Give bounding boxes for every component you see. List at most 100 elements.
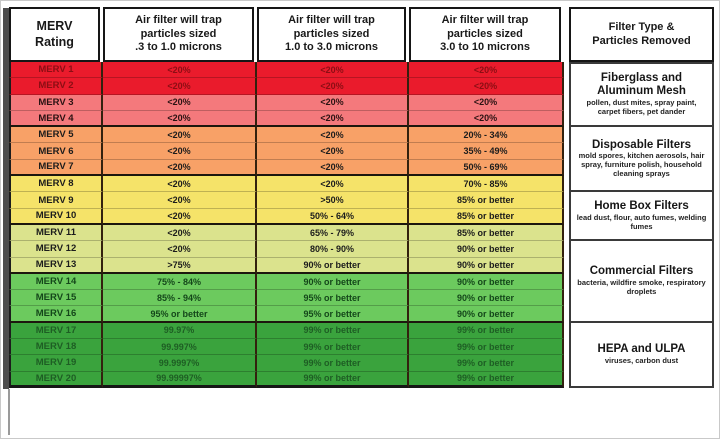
filter-type-box: Fiberglass and Aluminum Mesh pollen, dust… — [569, 62, 714, 128]
efficiency-cell: 99.9997% — [103, 355, 257, 372]
column-header-microns-03-10: Air filter will trap particles sized .3 … — [103, 7, 254, 62]
efficiency-cell: 90% or better — [409, 257, 564, 274]
column-header-merv-rating: MERV Rating — [9, 7, 100, 62]
merv-rating-cell: MERV 16 — [9, 306, 103, 323]
table-left-border-tail — [8, 389, 10, 435]
efficiency-cell: 80% - 90% — [257, 241, 409, 258]
efficiency-cell: >50% — [257, 192, 409, 209]
merv-rating-cell: MERV 9 — [9, 192, 103, 209]
efficiency-cell: 90% or better — [257, 273, 409, 291]
efficiency-cell: <20% — [257, 62, 409, 79]
merv-rating-cell: MERV 17 — [9, 322, 103, 340]
efficiency-cell: <20% — [103, 110, 257, 128]
merv-rating-cell: MERV 3 — [9, 94, 103, 111]
efficiency-cell: <20% — [257, 110, 409, 128]
merv-rating-cell: MERV 20 — [9, 371, 103, 388]
merv-rating-cell: MERV 1 — [9, 62, 103, 79]
efficiency-cell: 99% or better — [257, 339, 409, 356]
efficiency-cell: <20% — [257, 143, 409, 160]
merv-rating-cell: MERV 18 — [9, 339, 103, 356]
efficiency-cell: <20% — [103, 159, 257, 177]
column-header-microns-30-100: Air filter will trap particles sized 3.0… — [409, 7, 561, 62]
efficiency-cell: <20% — [409, 78, 564, 95]
efficiency-cell: 95% or better — [257, 306, 409, 323]
efficiency-cell: 50% - 64% — [257, 208, 409, 225]
efficiency-cell: <20% — [257, 159, 409, 177]
efficiency-cell: <20% — [103, 224, 257, 242]
efficiency-cell: 85% - 94% — [103, 290, 257, 307]
efficiency-cell: 95% or better — [103, 306, 257, 323]
efficiency-cell: 95% or better — [257, 290, 409, 307]
efficiency-cell: 35% - 49% — [409, 143, 564, 160]
merv-rating-cell: MERV 8 — [9, 176, 103, 193]
efficiency-cell: 85% or better — [409, 192, 564, 209]
merv-table: MERV Rating Air filter will trap particl… — [9, 7, 714, 388]
filter-type-title: HEPA and ULPA — [597, 342, 686, 355]
filter-type-title: Home Box Filters — [594, 200, 689, 213]
efficiency-cell: <20% — [257, 176, 409, 193]
filter-particles-text: pollen, dust mites, spray paint, carpet … — [586, 98, 697, 116]
merv-rating-cell: MERV 14 — [9, 273, 103, 291]
filter-type-box: HEPA and ULPA viruses, carbon dust — [569, 320, 714, 388]
efficiency-cell: <20% — [257, 78, 409, 95]
filter-type-title: Fiberglass and Aluminum Mesh — [597, 72, 686, 98]
filter-particles-text: viruses, carbon dust — [604, 355, 679, 365]
efficiency-cell: <20% — [409, 94, 564, 111]
efficiency-cell: 75% - 84% — [103, 273, 257, 291]
efficiency-cell: <20% — [409, 62, 564, 79]
merv-rating-cell: MERV 15 — [9, 290, 103, 307]
efficiency-cell: <20% — [103, 62, 257, 79]
efficiency-cell: <20% — [103, 127, 257, 144]
filter-type-box: Home Box Filters lead dust, flour, auto f… — [569, 190, 714, 242]
merv-rating-cell: MERV 4 — [9, 110, 103, 128]
column-header-filter-type: Filter Type & Particles Removed — [569, 7, 714, 62]
filter-type-box: Commercial Filters bacteria, wildfire smo… — [569, 239, 714, 323]
efficiency-cell: 99% or better — [409, 355, 564, 372]
filter-type-title: Disposable Filters — [591, 138, 692, 151]
efficiency-cell: <20% — [257, 94, 409, 111]
efficiency-cell: <20% — [103, 192, 257, 209]
efficiency-cell: >75% — [103, 257, 257, 274]
filter-particles-text: lead dust, flour, auto fumes, welding fu… — [576, 212, 707, 231]
efficiency-cell: 99.997% — [103, 339, 257, 356]
filter-type-box: Disposable Filters mold spores, kitchen a… — [569, 125, 714, 193]
efficiency-cell: 90% or better — [409, 273, 564, 291]
efficiency-cell: 85% or better — [409, 224, 564, 242]
efficiency-cell: 50% - 69% — [409, 159, 564, 177]
efficiency-cell: 99% or better — [409, 371, 564, 388]
efficiency-cell: <20% — [103, 143, 257, 160]
merv-rating-cell: MERV 13 — [9, 257, 103, 274]
efficiency-cell: 90% or better — [409, 306, 564, 323]
efficiency-cell: 99% or better — [257, 371, 409, 388]
efficiency-cell: 20% - 34% — [409, 127, 564, 144]
filter-particles-text: mold spores, kitchen aerosols, hair spra… — [578, 151, 705, 179]
merv-rating-cell: MERV 6 — [9, 143, 103, 160]
merv-rating-cell: MERV 5 — [9, 127, 103, 144]
efficiency-cell: <20% — [257, 127, 409, 144]
efficiency-cell: 90% or better — [409, 241, 564, 258]
efficiency-cell: 99% or better — [409, 339, 564, 356]
efficiency-cell: <20% — [103, 78, 257, 95]
filter-type-title: Commercial Filters — [589, 265, 694, 278]
efficiency-cell: 90% or better — [257, 257, 409, 274]
filter-particles-text: bacteria, wildfire smoke, respiratory dr… — [577, 278, 706, 296]
efficiency-cell: 99.97% — [103, 322, 257, 340]
efficiency-cell: <20% — [103, 208, 257, 225]
efficiency-cell: 99% or better — [409, 322, 564, 340]
efficiency-cell: 99% or better — [257, 355, 409, 372]
efficiency-cell: 85% or better — [409, 208, 564, 225]
merv-rating-cell: MERV 19 — [9, 355, 103, 372]
efficiency-cell: 99.99997% — [103, 371, 257, 388]
merv-rating-cell: MERV 11 — [9, 224, 103, 242]
merv-rating-cell: MERV 2 — [9, 78, 103, 95]
merv-rating-cell: MERV 12 — [9, 241, 103, 258]
efficiency-cell: <20% — [103, 241, 257, 258]
efficiency-cell: 99% or better — [257, 322, 409, 340]
efficiency-cell: 90% or better — [409, 290, 564, 307]
table-left-border-bar — [3, 8, 9, 389]
merv-rating-cell: MERV 10 — [9, 208, 103, 225]
efficiency-cell: <20% — [103, 176, 257, 193]
efficiency-cell: <20% — [103, 94, 257, 111]
efficiency-cell: 65% - 79% — [257, 224, 409, 242]
